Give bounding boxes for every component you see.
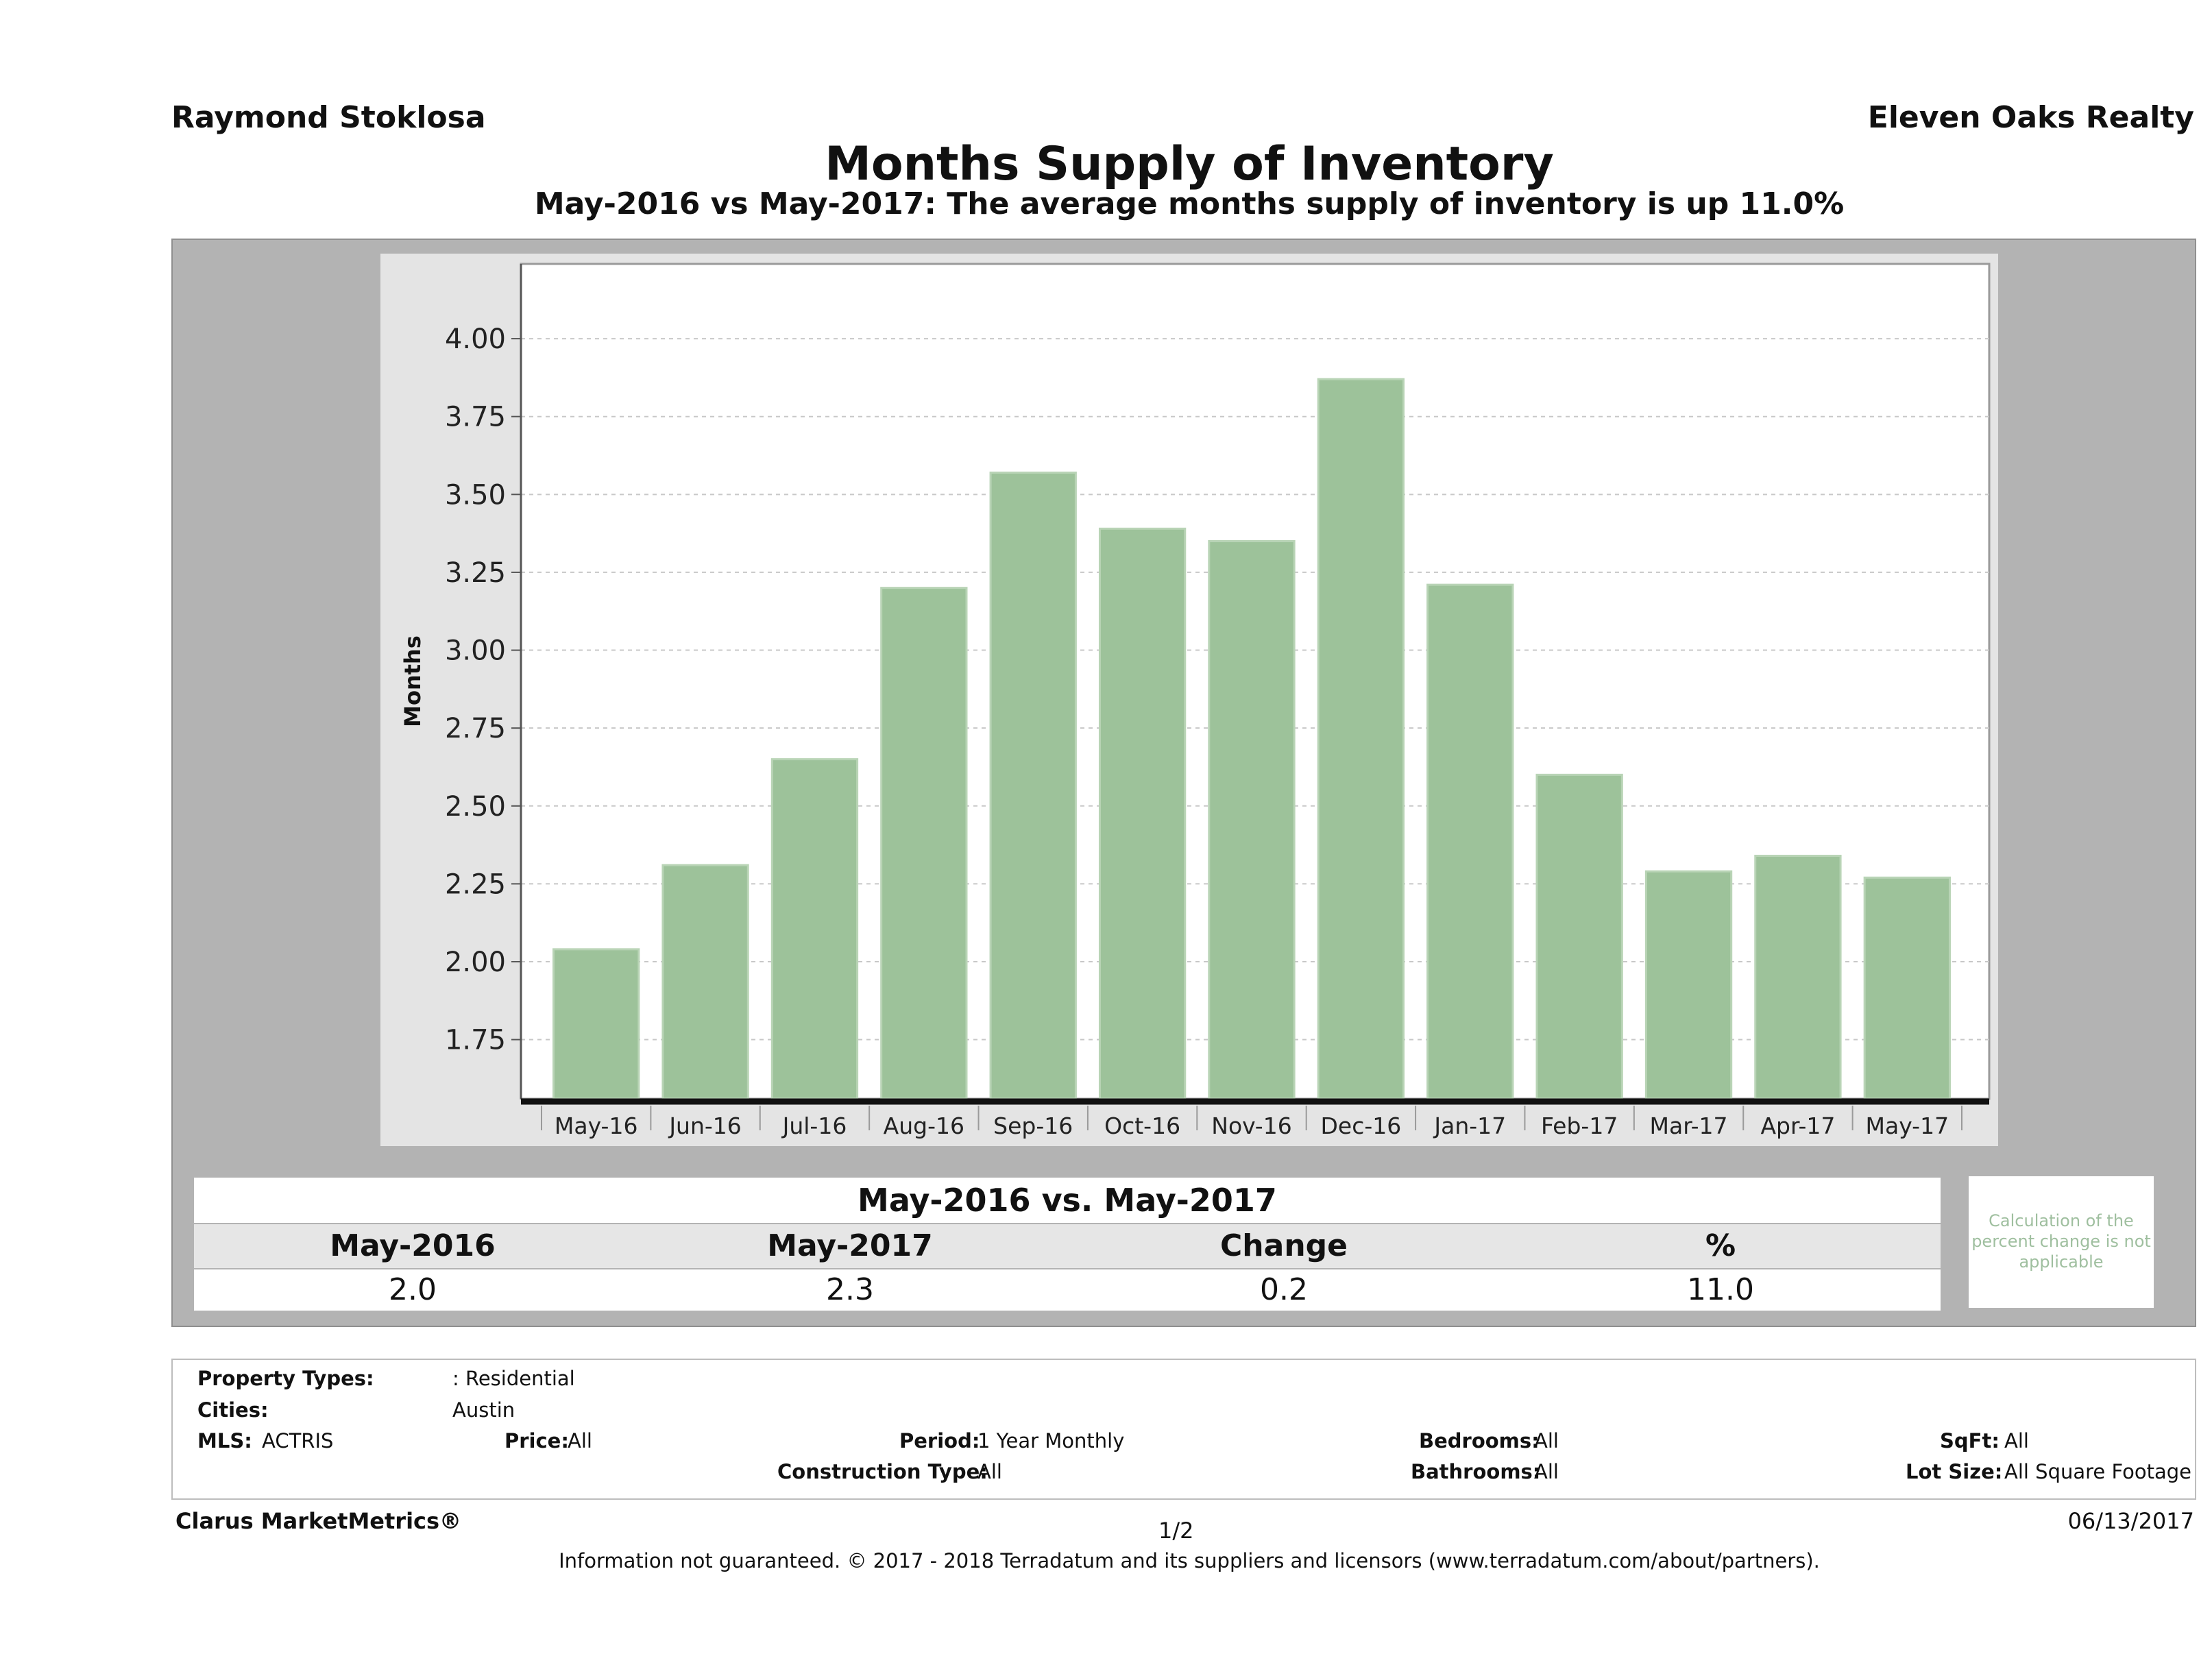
comparison-title-row xyxy=(194,1178,1941,1223)
comparison-header-row xyxy=(194,1224,1941,1268)
chart-subtitle: May-2016 vs May-2017: The average months… xyxy=(534,186,1845,221)
bathrooms-value: All xyxy=(1534,1460,1559,1483)
x-tick-label: Sep-16 xyxy=(993,1112,1073,1139)
x-tick-label: May-17 xyxy=(1866,1112,1949,1139)
report-date: 06/13/2017 xyxy=(2067,1508,2194,1534)
x-tick-label: Nov-16 xyxy=(1211,1112,1291,1139)
lot-size-value: All Square Footage xyxy=(2004,1460,2192,1483)
comparison-value-end: 2.3 xyxy=(826,1272,874,1307)
property-types-value: : Residential xyxy=(452,1367,575,1390)
bathrooms-label: Bathrooms: xyxy=(1411,1460,1541,1483)
x-tick-label: Aug-16 xyxy=(884,1112,964,1139)
comparison-value-row xyxy=(194,1269,1941,1311)
x-tick-label: Oct-16 xyxy=(1104,1112,1180,1139)
lot-size-label: Lot Size: xyxy=(1906,1460,2003,1483)
agent-name: Raymond Stoklosa xyxy=(171,100,486,135)
construction-type-label: Construction Type: xyxy=(777,1460,988,1483)
bar xyxy=(1426,583,1514,1100)
x-tick-label: Apr-17 xyxy=(1760,1112,1835,1139)
bar xyxy=(1644,870,1733,1100)
page-number: 1/2 xyxy=(1158,1518,1194,1544)
bar xyxy=(661,864,749,1100)
bedrooms-value: All xyxy=(1534,1429,1559,1452)
comparison-value-start: 2.0 xyxy=(389,1272,437,1307)
x-tick-label: Mar-17 xyxy=(1650,1112,1728,1139)
filter-info-box xyxy=(171,1359,2196,1500)
comparison-header-end: May-2017 xyxy=(767,1228,933,1263)
comparison-header-start: May-2016 xyxy=(330,1228,496,1263)
y-tick-label: 3.00 xyxy=(445,635,506,667)
x-tick-label: Dec-16 xyxy=(1321,1112,1402,1139)
bar xyxy=(1317,378,1405,1100)
percent-note-box xyxy=(1969,1176,2154,1308)
y-tick-label: 2.75 xyxy=(445,713,506,744)
sqft-label: SqFt: xyxy=(1940,1429,2000,1452)
mls-value: ACTRIS xyxy=(262,1429,334,1452)
cities-value: Austin xyxy=(452,1398,515,1422)
percent-note: Calculation of the percent change is not… xyxy=(1971,1211,2151,1272)
bar xyxy=(1863,876,1951,1100)
y-tick-label: 3.75 xyxy=(445,402,506,433)
price-value: All xyxy=(568,1429,592,1452)
y-tick-label: 2.00 xyxy=(445,947,506,978)
y-tick-label: 2.50 xyxy=(445,791,506,823)
comparison-header-change: Change xyxy=(1220,1228,1348,1263)
bar xyxy=(770,758,859,1100)
bar xyxy=(552,948,640,1100)
y-tick-label: 2.25 xyxy=(445,868,506,900)
cities-label: Cities: xyxy=(197,1398,269,1422)
property-types-label: Property Types: xyxy=(197,1367,374,1390)
bar xyxy=(1098,527,1187,1100)
y-axis-label: Months xyxy=(400,635,426,727)
x-tick-label: Jul-16 xyxy=(781,1112,847,1139)
chart-title: Months Supply of Inventory xyxy=(825,137,1554,191)
product-name: Clarus MarketMetrics® xyxy=(175,1508,462,1534)
y-tick-label: 3.25 xyxy=(445,557,506,589)
price-label: Price: xyxy=(505,1429,569,1452)
x-tick-label: Feb-17 xyxy=(1541,1112,1618,1139)
bar xyxy=(1535,773,1623,1100)
construction-type-value: All xyxy=(977,1460,1002,1483)
y-tick-label: 3.50 xyxy=(445,479,506,511)
x-tick-label: May-16 xyxy=(555,1112,638,1139)
x-tick-label: Jan-17 xyxy=(1433,1112,1506,1139)
disclaimer: Information not guaranteed. © 2017 - 201… xyxy=(559,1549,1820,1572)
sqft-value: All xyxy=(2004,1429,2029,1452)
bedrooms-label: Bedrooms: xyxy=(1419,1429,1540,1452)
bar xyxy=(1208,539,1296,1100)
brokerage-name: Eleven Oaks Realty xyxy=(1867,100,2194,135)
bar-chart: 1.75 2.00 2.25 2.50 2.75 3.00 3.25 3.50 3.75 4.00… xyxy=(400,263,1991,1139)
bar xyxy=(1754,855,1842,1100)
bar xyxy=(989,472,1077,1100)
comparison-title: May-2016 vs. May-2017 xyxy=(858,1182,1277,1219)
period-label: Period: xyxy=(899,1429,980,1452)
x-tick-label: Jun-16 xyxy=(668,1112,741,1139)
bar xyxy=(880,587,968,1100)
mls-label: MLS: xyxy=(197,1429,252,1452)
comparison-value-change: 0.2 xyxy=(1260,1272,1308,1307)
comparison-header-percent: % xyxy=(1705,1228,1736,1263)
y-tick-label: 1.75 xyxy=(445,1025,506,1056)
period-value: 1 Year Monthly xyxy=(977,1429,1125,1452)
comparison-value-percent: 11.0 xyxy=(1687,1272,1754,1307)
y-tick-label: 4.00 xyxy=(445,324,506,355)
